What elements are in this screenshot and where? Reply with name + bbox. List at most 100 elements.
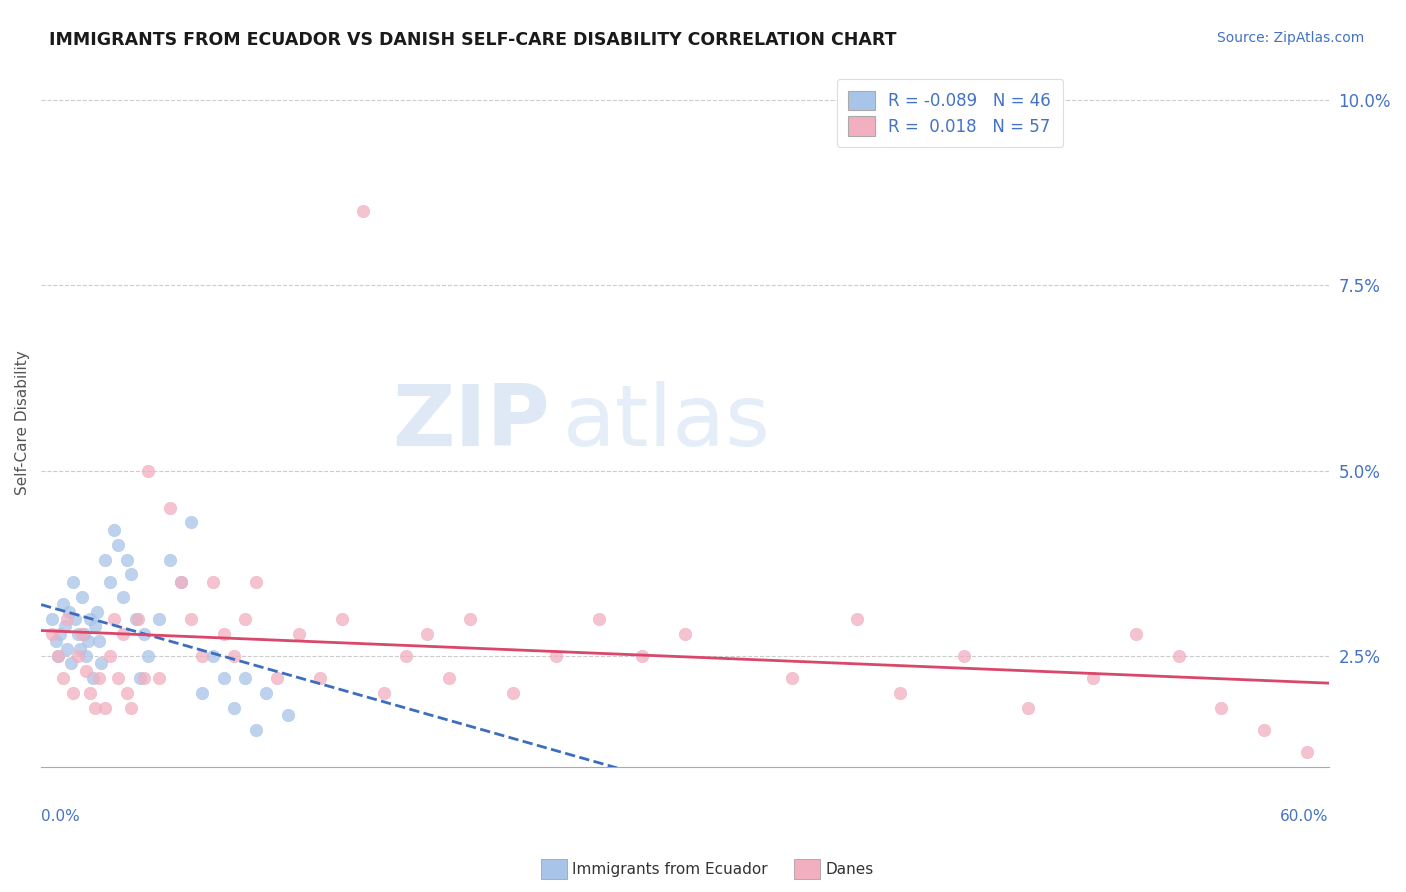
Text: 60.0%: 60.0% [1281, 809, 1329, 823]
Point [41, 626, 63, 640]
Point [62, 574, 84, 589]
Point [83, 619, 105, 633]
Text: Source: ZipAtlas.com: Source: ZipAtlas.com [1216, 31, 1364, 45]
Point [94, 552, 117, 566]
Point [87, 671, 110, 685]
Point [169, 574, 191, 589]
Point [352, 203, 374, 218]
Point [159, 500, 181, 515]
Point [330, 612, 353, 626]
Point [75, 664, 97, 678]
Point [83, 701, 105, 715]
Point [437, 671, 460, 685]
Point [1211, 701, 1233, 715]
Point [45, 634, 67, 648]
Point [780, 671, 803, 685]
Point [94, 701, 117, 715]
Point [233, 612, 256, 626]
Point [115, 686, 138, 700]
Point [56, 641, 79, 656]
Point [58, 605, 80, 619]
Point [287, 626, 309, 640]
Point [107, 538, 129, 552]
Point [90, 657, 112, 671]
Point [212, 626, 235, 640]
Point [70, 590, 93, 604]
Point [98, 574, 121, 589]
Point [256, 686, 278, 700]
Point [245, 574, 267, 589]
Point [201, 574, 224, 589]
Point [1167, 648, 1189, 663]
Point [52, 671, 75, 685]
Text: atlas: atlas [562, 381, 770, 464]
Point [588, 612, 610, 626]
Point [120, 701, 142, 715]
Point [673, 626, 696, 640]
Point [66, 648, 89, 663]
Point [60, 657, 83, 671]
Text: ZIP: ZIP [392, 381, 550, 464]
Point [148, 612, 170, 626]
Point [127, 612, 149, 626]
Point [845, 612, 868, 626]
Point [546, 648, 568, 663]
Point [233, 671, 256, 685]
Text: IMMIGRANTS FROM ECUADOR VS DANISH SELF-CARE DISABILITY CORRELATION CHART: IMMIGRANTS FROM ECUADOR VS DANISH SELF-C… [49, 31, 897, 49]
Point [46, 648, 69, 663]
Point [103, 523, 125, 537]
Point [159, 552, 181, 566]
Point [75, 648, 97, 663]
Point [66, 626, 89, 640]
Point [98, 648, 121, 663]
Point [191, 686, 214, 700]
Point [148, 671, 170, 685]
Point [70, 626, 93, 640]
Point [1296, 746, 1319, 760]
Point [62, 686, 84, 700]
Point [180, 612, 202, 626]
Point [180, 516, 202, 530]
Point [191, 648, 214, 663]
Point [79, 686, 101, 700]
Point [65, 612, 87, 626]
Point [889, 686, 911, 700]
Point [1253, 723, 1275, 738]
Point [138, 648, 160, 663]
Point [373, 686, 395, 700]
Point [212, 671, 235, 685]
Point [77, 634, 100, 648]
Point [115, 552, 138, 566]
Point [277, 708, 299, 723]
Point [416, 626, 439, 640]
Point [120, 567, 142, 582]
Point [107, 671, 129, 685]
Point [128, 671, 150, 685]
Point [1017, 701, 1039, 715]
Point [224, 648, 246, 663]
Point [1081, 671, 1104, 685]
Point [103, 612, 125, 626]
Point [266, 671, 288, 685]
Point [460, 612, 482, 626]
Point [46, 648, 69, 663]
Text: Immigrants from Ecuador: Immigrants from Ecuador [572, 863, 768, 877]
Point [134, 671, 156, 685]
Point [631, 648, 654, 663]
Point [138, 464, 160, 478]
Point [169, 574, 191, 589]
Point [124, 612, 146, 626]
Point [56, 612, 79, 626]
Point [69, 641, 91, 656]
Point [79, 612, 101, 626]
Point [53, 619, 76, 633]
Point [49, 626, 72, 640]
Y-axis label: Self-Care Disability: Self-Care Disability [15, 350, 30, 495]
Point [245, 723, 267, 738]
Point [41, 612, 63, 626]
Point [309, 671, 332, 685]
Point [201, 648, 224, 663]
Point [224, 701, 246, 715]
Point [73, 626, 96, 640]
Point [111, 626, 134, 640]
